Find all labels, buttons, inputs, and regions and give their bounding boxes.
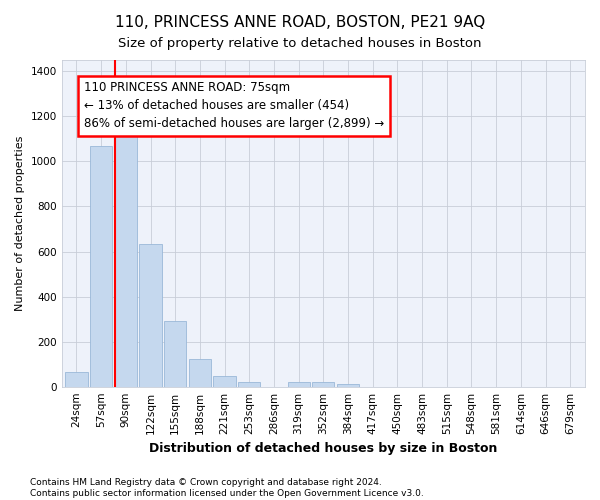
Bar <box>287 382 310 386</box>
X-axis label: Distribution of detached houses by size in Boston: Distribution of detached houses by size … <box>149 442 497 455</box>
Bar <box>337 384 359 386</box>
Bar <box>115 126 137 386</box>
Bar <box>189 358 211 386</box>
Bar <box>238 382 260 386</box>
Bar <box>139 244 161 386</box>
Bar <box>90 146 112 386</box>
Y-axis label: Number of detached properties: Number of detached properties <box>15 136 25 311</box>
Text: 110, PRINCESS ANNE ROAD, BOSTON, PE21 9AQ: 110, PRINCESS ANNE ROAD, BOSTON, PE21 9A… <box>115 15 485 30</box>
Bar <box>214 376 236 386</box>
Text: Contains HM Land Registry data © Crown copyright and database right 2024.
Contai: Contains HM Land Registry data © Crown c… <box>30 478 424 498</box>
Bar <box>312 382 334 386</box>
Bar <box>164 322 187 386</box>
Bar <box>65 372 88 386</box>
Text: 110 PRINCESS ANNE ROAD: 75sqm
← 13% of detached houses are smaller (454)
86% of : 110 PRINCESS ANNE ROAD: 75sqm ← 13% of d… <box>84 82 384 130</box>
Text: Size of property relative to detached houses in Boston: Size of property relative to detached ho… <box>118 38 482 51</box>
